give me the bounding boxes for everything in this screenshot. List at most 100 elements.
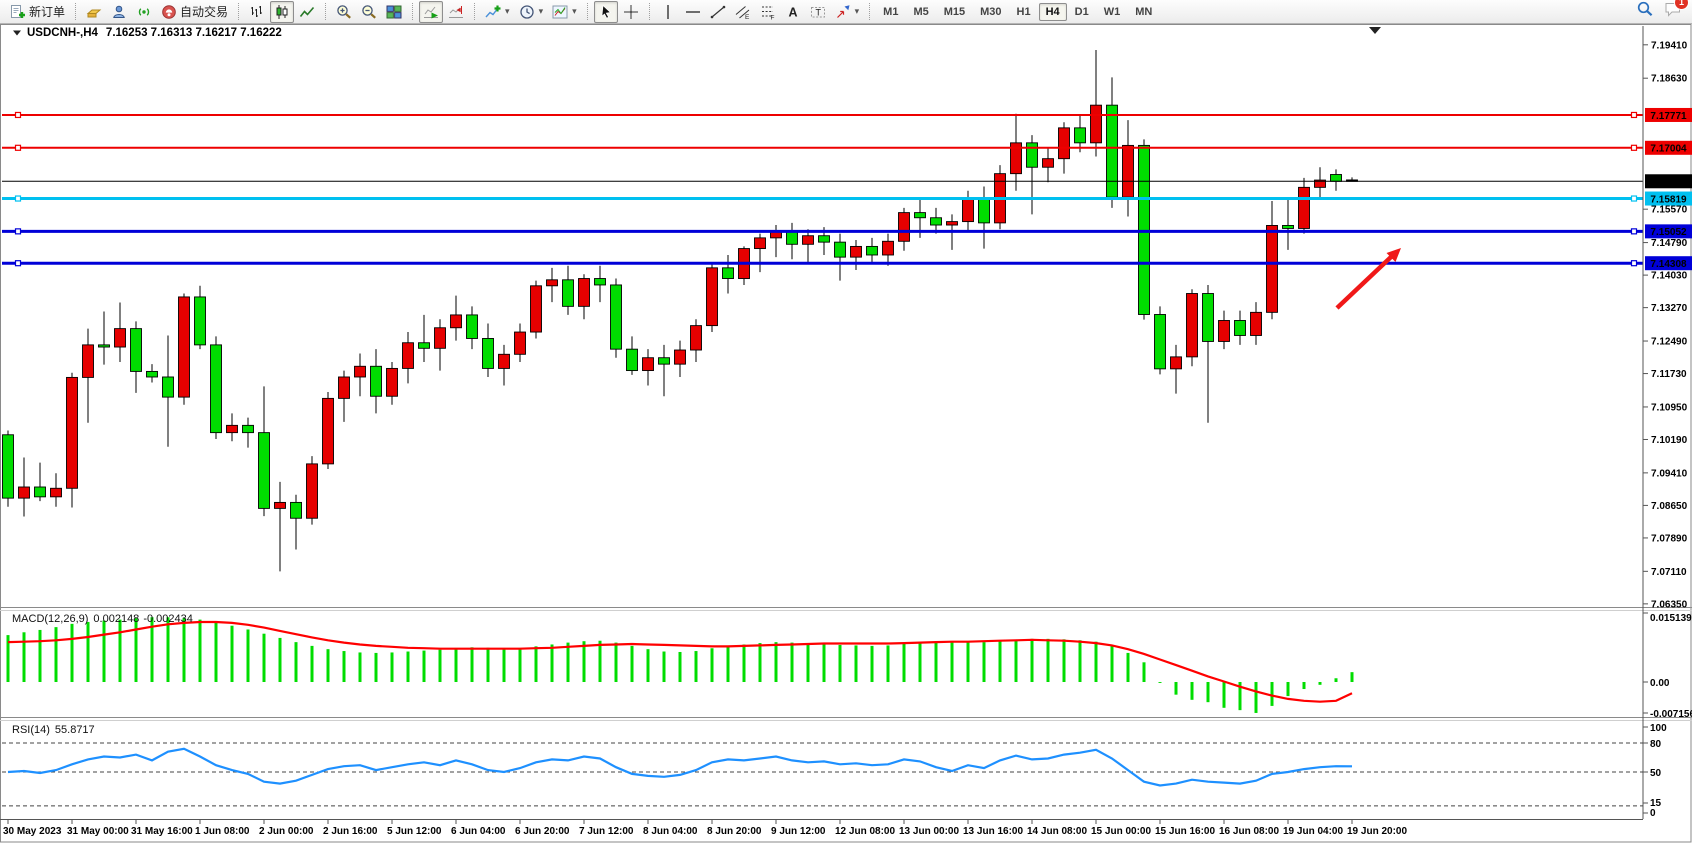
macd-signal-line bbox=[7, 620, 1353, 703]
rsi-tick-80: 80 bbox=[1650, 739, 1662, 750]
autotrade-red-icon bbox=[161, 4, 177, 20]
timeframe-m15[interactable]: M15 bbox=[943, 5, 966, 18]
label-button[interactable]: T bbox=[806, 1, 830, 23]
templates-button[interactable]: ▾ bbox=[548, 1, 581, 23]
tiles-icon bbox=[386, 4, 402, 20]
timeframe-m5[interactable]: M5 bbox=[913, 5, 929, 18]
line-handle[interactable] bbox=[1630, 144, 1638, 151]
time-tick-label: 6 Jun 20:00 bbox=[515, 826, 570, 837]
line-handle[interactable] bbox=[1630, 111, 1638, 119]
indicators-button[interactable]: ▾ bbox=[481, 1, 514, 23]
timeframe-m30[interactable]: M30 bbox=[980, 5, 1002, 18]
line-handle[interactable] bbox=[1630, 260, 1638, 267]
time-tick-label: 8 Jun 20:00 bbox=[707, 826, 762, 837]
arrows-button[interactable]: ▾ bbox=[831, 1, 864, 23]
vertical-line-button[interactable] bbox=[656, 1, 680, 23]
chart-title: USDCNH-,H4 7.16253 7.16313 7.16217 7.1622… bbox=[27, 27, 282, 39]
horizontal-line-objects[interactable] bbox=[2, 111, 1643, 267]
chat-button[interactable]: 1 bbox=[1664, 0, 1689, 23]
chart-title-symbol: USDCNH-,H4 bbox=[27, 27, 99, 39]
toolbar-separator bbox=[75, 3, 77, 20]
toolbar-separator bbox=[869, 3, 871, 20]
line-handle[interactable] bbox=[1630, 228, 1638, 235]
rsi-tick-100: 100 bbox=[1650, 723, 1667, 734]
line-handle[interactable] bbox=[14, 228, 22, 235]
line-handle[interactable] bbox=[14, 260, 22, 267]
tile-windows-button[interactable] bbox=[382, 1, 406, 23]
indicator-add-icon bbox=[485, 4, 501, 20]
macd-zero-tick: 0.00 bbox=[1650, 678, 1670, 689]
price-axis: 7.19410 7.18630 7.15570 7.14790 7.14030 7.132… bbox=[1642, 26, 1688, 819]
time-tick-label: 12 Jun 08:00 bbox=[835, 826, 895, 837]
gold-box-icon bbox=[86, 4, 102, 20]
line-handle[interactable] bbox=[14, 111, 22, 119]
fibonacci-button[interactable]: F bbox=[756, 1, 780, 23]
new-order-icon bbox=[10, 4, 26, 20]
trend-arrow-annotation[interactable] bbox=[1335, 255, 1393, 310]
price-badge bbox=[1645, 224, 1692, 239]
periods-button[interactable]: ▾ bbox=[515, 1, 548, 23]
rsi-tick-50: 50 bbox=[1650, 768, 1662, 779]
autotrading-button-label: 自动交易 bbox=[180, 5, 229, 19]
zoom-in-icon bbox=[336, 4, 352, 20]
svg-text:E: E bbox=[745, 14, 750, 20]
timeframe-h1[interactable]: H1 bbox=[1016, 5, 1031, 18]
new-order-button[interactable]: 新订单 bbox=[6, 1, 69, 23]
time-tick-label: 2 Jun 16:00 bbox=[323, 826, 378, 837]
crosshair-icon bbox=[623, 4, 639, 20]
price-tick: 7.13270 bbox=[1651, 303, 1688, 314]
macd-max-tick: 0.015139 bbox=[1650, 613, 1692, 624]
time-tick-label: 19 Jun 20:00 bbox=[1347, 826, 1407, 837]
bars-icon bbox=[249, 4, 265, 20]
trendline-button[interactable] bbox=[706, 1, 730, 23]
zoom-out-button[interactable] bbox=[357, 1, 381, 23]
line-handle[interactable] bbox=[1630, 195, 1638, 202]
svg-text:A: A bbox=[788, 5, 797, 19]
market-watch-button[interactable] bbox=[82, 1, 106, 23]
user-blue-icon bbox=[111, 4, 127, 20]
cursor-icon bbox=[598, 4, 614, 20]
candles-icon bbox=[274, 4, 290, 20]
autoscroll-icon bbox=[423, 4, 439, 20]
candle-chart-button[interactable] bbox=[270, 0, 295, 23]
macd-label: MACD(12,26,9) 0.002148 -0.002434 bbox=[12, 613, 193, 625]
horizontal-line-button[interactable] bbox=[681, 1, 705, 23]
label-t-icon: T bbox=[810, 4, 826, 20]
timeframe-d1[interactable]: D1 bbox=[1074, 5, 1089, 18]
chart-shift-button[interactable] bbox=[444, 1, 468, 23]
trend-arrow-head[interactable] bbox=[1386, 248, 1402, 262]
search-button[interactable] bbox=[1636, 0, 1654, 23]
zoom-in-button[interactable] bbox=[332, 1, 356, 23]
symbol-dropdown-icon[interactable] bbox=[13, 30, 21, 36]
time-tick-label: 30 May 2023 bbox=[3, 826, 62, 837]
time-tick-label: 7 Jun 12:00 bbox=[579, 826, 634, 837]
fibo-icon: F bbox=[760, 4, 776, 20]
price-tick: 7.10190 bbox=[1651, 435, 1688, 446]
line-handle[interactable] bbox=[14, 195, 22, 202]
cursor-button[interactable] bbox=[593, 0, 618, 23]
signals-button[interactable] bbox=[132, 1, 156, 23]
timeframe-h4[interactable]: H4 bbox=[1038, 2, 1067, 21]
price-tick: 7.15570 bbox=[1651, 205, 1688, 216]
timeframe-m1[interactable]: M1 bbox=[883, 5, 899, 18]
rsi-tick-0: 0 bbox=[1650, 808, 1656, 819]
auto-scroll-button[interactable] bbox=[419, 0, 444, 23]
crosshair-button[interactable] bbox=[619, 1, 643, 23]
channel-button[interactable]: E bbox=[731, 1, 755, 23]
chart-shift-marker[interactable] bbox=[1369, 27, 1381, 34]
accounts-button[interactable] bbox=[107, 1, 131, 23]
hline-icon bbox=[685, 4, 701, 20]
price-tick: 7.14790 bbox=[1651, 238, 1688, 249]
line-handle[interactable] bbox=[14, 144, 22, 151]
autotrading-button[interactable]: 自动交易 bbox=[157, 1, 232, 23]
timeframe-mn[interactable]: MN bbox=[1135, 5, 1153, 18]
macd-indicator bbox=[6, 617, 1354, 713]
price-tick: 7.09410 bbox=[1651, 468, 1688, 479]
bar-chart-button[interactable] bbox=[245, 1, 269, 23]
macd-min-tick: -0.007156 bbox=[1650, 709, 1692, 720]
timeframe-w1[interactable]: W1 bbox=[1103, 5, 1121, 18]
time-tick-label: 31 May 00:00 bbox=[67, 826, 129, 837]
text-button[interactable]: A bbox=[781, 1, 805, 23]
line-chart-button[interactable] bbox=[295, 1, 319, 23]
